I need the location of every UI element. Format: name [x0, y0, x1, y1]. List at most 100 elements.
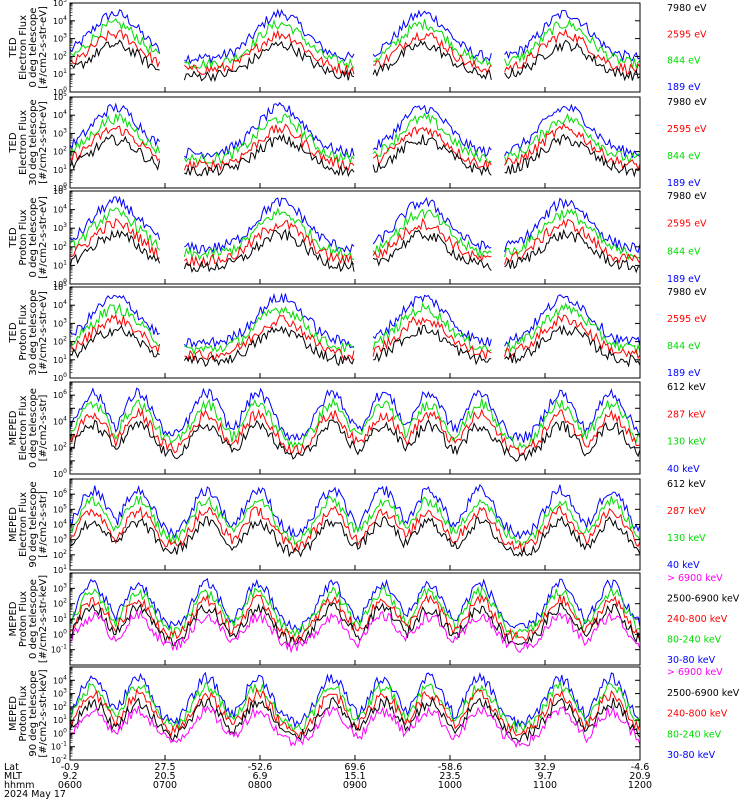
- y-tick-label: 102: [53, 146, 67, 157]
- y-axis-label: TEDElectron Flux30 deg telescope[#/cm2-s…: [8, 99, 49, 185]
- channel-label: 844 eV: [667, 246, 701, 257]
- series-line: [69, 515, 641, 558]
- date-label: 2024 May 17: [4, 789, 66, 800]
- y-tick-label: 100: [53, 182, 67, 193]
- y-tick-label: 100: [53, 86, 67, 97]
- y-tick-label: 10-1: [51, 741, 67, 752]
- series-line: [69, 217, 641, 267]
- series-line: [69, 407, 641, 458]
- y-tick-label: 100: [53, 727, 67, 738]
- series-line: [69, 8, 641, 65]
- channel-legend: 7980 eV 2595 eV 844 eV 189 eV: [667, 287, 707, 379]
- channel-label: 287 keV: [667, 506, 706, 517]
- series-line: [69, 324, 641, 368]
- channel-label: 80-240 keV: [667, 635, 722, 646]
- y-axis-label: MEPEDElectron Flux90 deg telescope[#/cm2…: [8, 481, 49, 567]
- y-tick-label: 103: [53, 33, 67, 44]
- x-tick-label: 20.9: [629, 771, 650, 782]
- x-tick-label: 1100: [533, 780, 557, 791]
- y-tick-label: 104: [53, 204, 67, 215]
- y-tick-label: 104: [53, 519, 67, 530]
- series-line: [69, 577, 641, 633]
- y-ticks: 10-1 100 101 102 103: [51, 572, 640, 666]
- channel-label: 130 keV: [667, 533, 706, 544]
- channel-label: > 6900 keV: [667, 573, 723, 584]
- channel-legend: 612 keV 287 keV 130 keV 40 keV: [667, 382, 706, 475]
- y-axis-label: MEPEDProton Flux0 deg telescope[#/cm2-s-…: [8, 575, 49, 663]
- y-tick-label: 100: [53, 372, 67, 383]
- series-line: [69, 671, 641, 729]
- x-row-label: MLT: [4, 771, 22, 782]
- channel-label: > 6900 keV: [667, 667, 723, 678]
- x-tick-label: 23.5: [439, 771, 460, 782]
- y-tick-label: 105: [53, 185, 67, 196]
- channel-label: 844 eV: [667, 341, 701, 352]
- y-tick-label: 10-1: [51, 644, 67, 655]
- y-tick-label: 102: [53, 50, 67, 61]
- x-tick-label: 69.6: [344, 762, 365, 773]
- channel-label: 612 keV: [667, 479, 706, 490]
- y-tick-label: 100: [53, 278, 67, 289]
- channel-label: 2595 eV: [667, 314, 707, 325]
- series-line: [69, 704, 641, 749]
- series-line: [69, 313, 641, 361]
- y-tick-label: 101: [53, 564, 67, 575]
- series-line: [69, 610, 641, 654]
- channel-label: 7980 eV: [667, 191, 707, 202]
- y-tick-label: 103: [53, 534, 67, 545]
- x-tick-label: 32.9: [534, 762, 555, 773]
- channel-label: 40 keV: [667, 560, 700, 571]
- channel-label: 612 keV: [667, 382, 706, 393]
- series-line: [69, 28, 641, 76]
- x-tick-label: 0900: [343, 780, 367, 791]
- panel-7: 10-1 100 101 102 103 MEPEDProton Flux0 deg te…: [8, 572, 740, 666]
- y-ticks: 100 102 104 106: [53, 381, 640, 479]
- x-row-label: Lat: [4, 762, 19, 773]
- series-line: [69, 292, 641, 350]
- y-tick-label: 101: [53, 68, 67, 79]
- y-tick-label: 10-2: [51, 754, 67, 765]
- panel-series: [69, 387, 641, 462]
- channel-legend: 7980 eV 2595 eV 844 eV 189 eV: [667, 191, 707, 285]
- y-tick-label: 104: [53, 109, 67, 120]
- y-tick-label: 103: [53, 582, 67, 593]
- panel-series: [69, 577, 641, 654]
- series-line: [69, 112, 641, 167]
- x-tick-label: 0800: [248, 780, 272, 791]
- channel-label: 2595 eV: [667, 219, 707, 230]
- series-line: [69, 397, 641, 451]
- channel-label: 240-800 keV: [667, 614, 728, 625]
- y-ticks: 10-2 10-1 100 101 102 103 104: [51, 666, 640, 765]
- series-line: [69, 593, 641, 646]
- y-tick-label: 102: [53, 549, 67, 560]
- channel-label: 7980 eV: [667, 3, 707, 14]
- y-tick-label: 100: [53, 468, 67, 479]
- panel-series: [69, 195, 641, 274]
- y-tick-label: 102: [53, 241, 67, 252]
- y-tick-label: 101: [53, 354, 67, 365]
- series-line: [69, 687, 641, 739]
- series-line: [69, 387, 641, 443]
- channel-label: 30-80 keV: [667, 655, 716, 666]
- x-tick-label: -52.6: [248, 762, 273, 773]
- y-tick-label: 103: [53, 222, 67, 233]
- series-line: [69, 207, 641, 261]
- series-line: [69, 483, 641, 540]
- y-axis-label: MEPEDElectron Flux0 deg telescope[#/cm2-…: [8, 388, 49, 468]
- channel-label: 7980 eV: [667, 97, 707, 108]
- series-line: [69, 39, 641, 83]
- series-line: [69, 122, 641, 172]
- channel-legend: 612 keV 287 keV 130 keV 40 keV: [667, 479, 706, 571]
- y-axis-label: TEDElectron Flux0 deg telescope[#/cm2-s-…: [8, 6, 49, 89]
- series-line: [69, 228, 641, 274]
- x-tick-label: 15.1: [344, 771, 365, 782]
- panel-series: [69, 292, 641, 368]
- y-tick-label: 106: [53, 389, 67, 400]
- panel-1: 100 101 102 103 104 105 TEDElectron Flux0 deg …: [8, 0, 707, 97]
- x-tick-label: 9.2: [62, 771, 77, 782]
- y-axis-label: TEDProton Flux30 deg telescope[#/cm2-s-s…: [8, 289, 49, 375]
- series-line: [69, 133, 641, 178]
- y-axis-label: TEDProton Flux0 deg telescope[#/cm2-s-st…: [8, 196, 49, 279]
- y-tick-label: 102: [53, 598, 67, 609]
